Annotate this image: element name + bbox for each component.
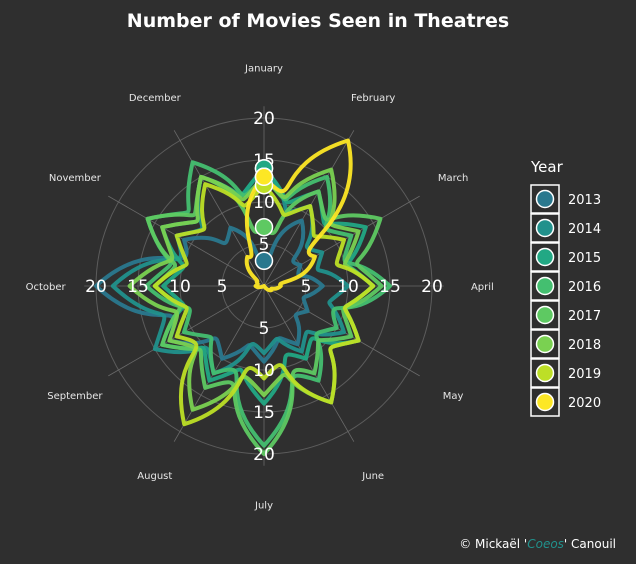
legend-label-2014: 2014 bbox=[568, 222, 601, 237]
legend-key-box-2015 bbox=[530, 242, 560, 272]
legend-swatch-2013 bbox=[535, 189, 555, 209]
point-january-2017 bbox=[254, 217, 274, 237]
month-label-july: July bbox=[254, 500, 273, 511]
legend-key-box-2018 bbox=[530, 329, 560, 359]
tick-label-10-right: 10 bbox=[337, 277, 359, 297]
month-label-january: January bbox=[244, 64, 283, 75]
tick-label-10-down: 10 bbox=[253, 361, 275, 381]
legend-swatch-2020 bbox=[535, 392, 555, 412]
caption-prefix: © Mickaël ' bbox=[459, 537, 527, 551]
month-label-november: November bbox=[49, 173, 102, 184]
tick-label-20-down: 20 bbox=[253, 445, 275, 465]
legend-key-box-2019 bbox=[530, 358, 560, 388]
legend-swatch-2019 bbox=[535, 363, 555, 383]
legend-label-2017: 2017 bbox=[568, 309, 601, 324]
month-label-june: June bbox=[361, 471, 384, 482]
legend-key-box-2020 bbox=[530, 387, 560, 417]
spoke-june bbox=[263, 285, 355, 442]
tick-label-15-right: 15 bbox=[379, 277, 401, 297]
month-label-september: September bbox=[47, 391, 103, 402]
legend-key-box-2013 bbox=[530, 184, 560, 214]
point-january-2020 bbox=[254, 167, 274, 187]
legend-swatch-2015 bbox=[535, 247, 555, 267]
legend-label-2013: 2013 bbox=[568, 193, 601, 208]
month-label-february: February bbox=[351, 93, 395, 104]
month-label-december: December bbox=[129, 93, 182, 104]
series-line-2017 bbox=[145, 174, 384, 456]
series-line-2019 bbox=[152, 182, 376, 427]
tick-label-20-right: 20 bbox=[421, 277, 443, 297]
legend-key-box-2017 bbox=[530, 300, 560, 330]
point-january-2013 bbox=[254, 251, 274, 271]
month-labels: January February March April May June July Augu… bbox=[26, 64, 494, 512]
legend-swatch-2018 bbox=[535, 334, 555, 354]
radial-tick-labels: 5555101010101515151520202020 bbox=[85, 109, 443, 465]
tick-label-15-left: 15 bbox=[127, 277, 149, 297]
series-lines bbox=[94, 138, 392, 456]
legend: Year 2013 2014 2015 2016 2017 2018 2019 2020 bbox=[530, 158, 601, 417]
tick-label-5-up: 5 bbox=[259, 235, 270, 255]
tick-label-5-right: 5 bbox=[301, 277, 312, 297]
month-label-april: April bbox=[471, 282, 494, 293]
tick-label-5-down: 5 bbox=[259, 319, 270, 339]
spoke-august bbox=[173, 285, 265, 442]
caption: © Mickaël 'Coeos' Canouil bbox=[459, 537, 616, 551]
spoke-december bbox=[173, 130, 265, 287]
month-label-october: October bbox=[26, 282, 67, 293]
legend-label-2019: 2019 bbox=[568, 367, 601, 382]
series-line-2020 bbox=[244, 138, 353, 293]
tick-label-20-left: 20 bbox=[85, 277, 107, 297]
series-line-2018 bbox=[127, 167, 376, 412]
month-label-march: March bbox=[438, 173, 468, 184]
tick-label-15-down: 15 bbox=[253, 403, 275, 423]
legend-key-box-2014 bbox=[530, 213, 560, 243]
caption-suffix: ' Canouil bbox=[564, 537, 616, 551]
month-label-may: May bbox=[443, 391, 464, 402]
legend-title: Year bbox=[530, 158, 564, 176]
legend-label-2015: 2015 bbox=[568, 251, 601, 266]
month-label-august: August bbox=[137, 471, 172, 482]
legend-swatch-2014 bbox=[535, 218, 555, 238]
legend-key-box-2016 bbox=[530, 271, 560, 301]
tick-label-20-up: 20 bbox=[253, 109, 275, 129]
january-points bbox=[254, 159, 274, 271]
tick-label-5-left: 5 bbox=[217, 277, 228, 297]
tick-label-10-up: 10 bbox=[253, 193, 275, 213]
legend-label-2018: 2018 bbox=[568, 338, 601, 353]
legend-swatch-2016 bbox=[535, 276, 555, 296]
tick-label-10-left: 10 bbox=[169, 277, 191, 297]
legend-label-2016: 2016 bbox=[568, 280, 601, 295]
series-line-2013 bbox=[94, 218, 325, 364]
legend-label-2020: 2020 bbox=[568, 396, 601, 411]
chart-title: Number of Movies Seen in Theatres bbox=[127, 10, 509, 32]
legend-swatch-2017 bbox=[535, 305, 555, 325]
caption-author-nickname: Coeos bbox=[527, 537, 564, 551]
